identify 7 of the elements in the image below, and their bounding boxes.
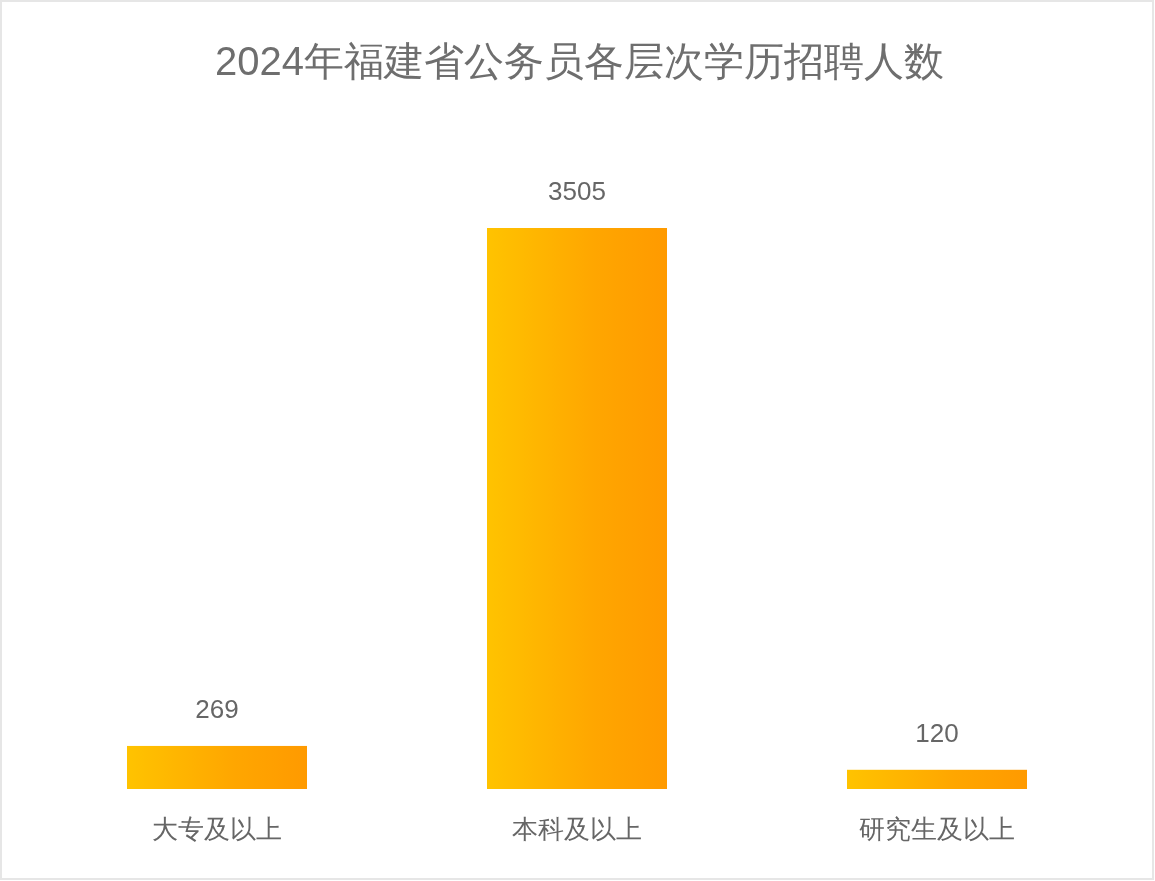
data-label: 3505 [548,176,606,206]
chart-title: 2024年福建省公务员各层次学历招聘人数 [215,39,944,83]
x-tick-label: 本科及以上 [512,814,642,844]
data-label: 120 [915,717,959,748]
x-tick-label: 大专及以上 [152,814,282,844]
x-tick-label: 研究生及以上 [859,814,1015,844]
data-label: 269 [195,693,239,724]
